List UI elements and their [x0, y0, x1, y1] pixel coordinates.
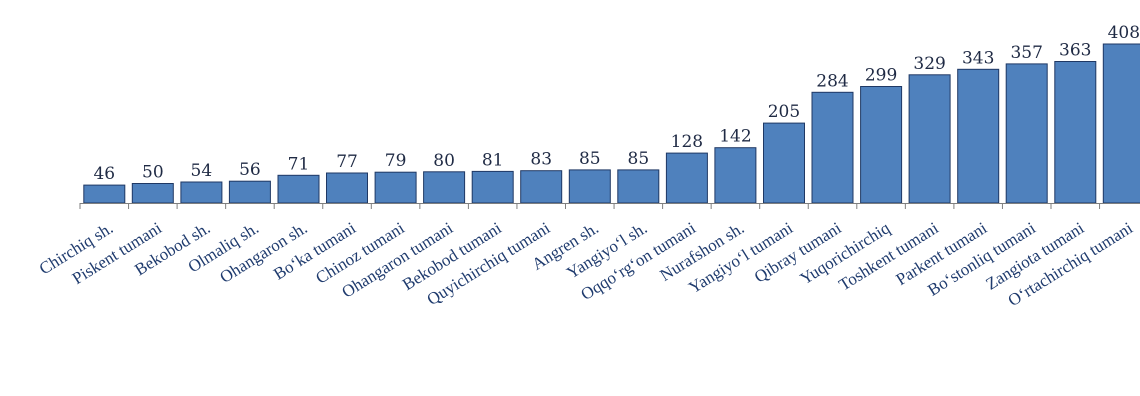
bar-value-label: 363: [1059, 41, 1091, 61]
bar: [957, 68, 1000, 204]
bar-value-label: 79: [385, 151, 407, 171]
bar: [860, 86, 903, 204]
bar-value-label: 128: [671, 132, 703, 152]
bar: [617, 169, 660, 204]
bar: [228, 180, 271, 204]
bar: [180, 181, 223, 204]
bar: [374, 171, 417, 204]
bar-value-label: 83: [530, 150, 552, 170]
bar: [326, 172, 368, 204]
bar-value-label: 54: [191, 161, 213, 181]
bar: [1102, 43, 1140, 204]
bar-value-label: 85: [628, 149, 650, 169]
x-axis-ticks: [79, 203, 1101, 209]
bar-value-label: 299: [865, 66, 897, 86]
bar-value-label: 81: [482, 150, 504, 170]
bar: [277, 174, 320, 204]
bar: [131, 183, 174, 204]
bar-value-label: 357: [1010, 43, 1042, 63]
bar: [1054, 61, 1097, 204]
bar-value-label: 142: [719, 127, 751, 147]
bar: [665, 152, 708, 204]
bar-value-label: 50: [142, 163, 164, 183]
bar-value-label: 77: [336, 152, 358, 172]
bar-value-label: 85: [579, 149, 601, 169]
bar: [83, 184, 126, 204]
bar-value-label: 329: [913, 54, 945, 74]
bar: [811, 91, 854, 204]
bar-value-label: 408: [1108, 23, 1140, 43]
bar: [520, 170, 563, 204]
data-labels-group: 46 50 54 56 71 77 79 80 81 83 85 85 128 142 205 284 299 3…: [93, 23, 1140, 184]
bar-value-label: 205: [768, 102, 800, 122]
bar: [1005, 63, 1048, 204]
bar: [423, 171, 466, 204]
bar-value-label: 46: [93, 164, 115, 184]
bar-value-label: 56: [239, 160, 261, 180]
bar-value-label: 343: [962, 48, 994, 68]
bar: [568, 169, 611, 204]
bar: [908, 74, 951, 204]
bar: [471, 170, 514, 204]
bars-group: [83, 43, 1140, 204]
bar: [714, 147, 757, 204]
bar-value-label: 80: [433, 151, 455, 171]
bar-value-label: 284: [816, 71, 848, 91]
bar: [763, 122, 805, 204]
bar-value-label: 71: [288, 154, 310, 174]
